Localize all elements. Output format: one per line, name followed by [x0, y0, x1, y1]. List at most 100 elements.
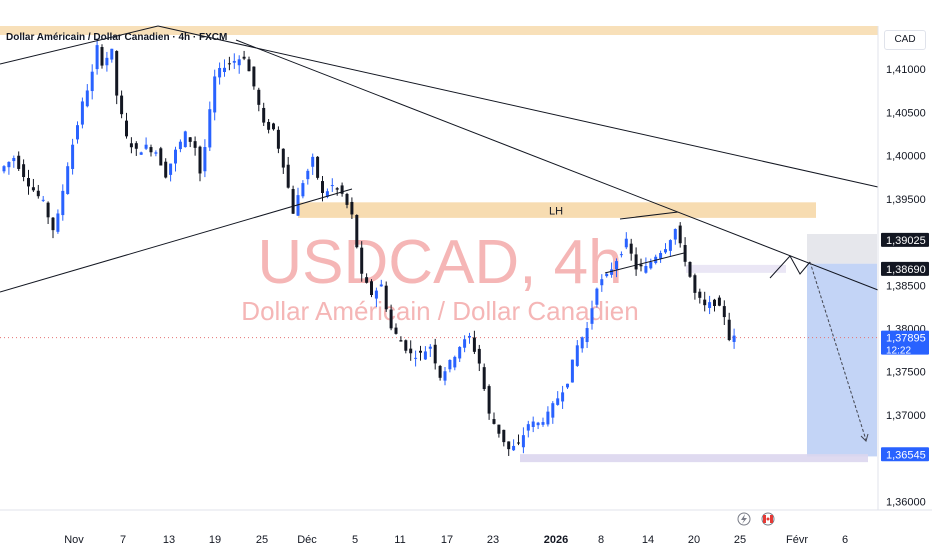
trendline-left-up — [0, 25, 159, 65]
candle-body — [428, 346, 432, 349]
currency-selector[interactable]: CAD — [884, 30, 926, 50]
candle-body — [321, 181, 324, 193]
candle-body — [66, 166, 70, 194]
candle-body — [174, 149, 177, 164]
price-axis[interactable]: 1,410001,405001,400001,395001,385001,380… — [877, 26, 929, 510]
target-zone — [807, 263, 877, 457]
candle-body — [468, 335, 471, 338]
projection-arrow — [809, 261, 867, 441]
candle-body — [247, 59, 251, 72]
candle-body — [595, 288, 599, 305]
candle-body — [257, 89, 261, 105]
time-tick-label: 20 — [688, 534, 700, 546]
candle-body — [164, 161, 168, 178]
candle-body — [487, 386, 491, 414]
candle-body — [46, 202, 50, 218]
candle-body — [95, 45, 99, 70]
candle-body — [80, 101, 84, 125]
candle-body — [575, 345, 579, 366]
time-tick-label: 17 — [441, 534, 453, 546]
candle-body — [370, 281, 373, 296]
candle-body — [517, 442, 520, 444]
candle-body — [639, 264, 643, 267]
candle-body — [585, 328, 589, 343]
candle-body — [31, 187, 35, 191]
candle-body — [389, 309, 393, 329]
candle-body — [502, 429, 506, 443]
candle-body — [178, 141, 182, 150]
candle-body — [619, 254, 623, 256]
candle-body — [698, 291, 702, 298]
candle-body — [404, 340, 408, 351]
candle-body — [629, 243, 633, 254]
candle-body — [727, 319, 731, 340]
time-tick-label: 13 — [163, 534, 175, 546]
price-tick-label: 1,37000 — [886, 410, 926, 422]
candle-body — [580, 337, 584, 349]
candle-body — [213, 76, 217, 113]
candle-body — [237, 59, 241, 66]
candle-body — [36, 190, 40, 197]
candle-body — [551, 403, 555, 418]
time-tick-label: 14 — [642, 534, 654, 546]
candle-body — [482, 367, 486, 390]
trendline-rising — [0, 188, 353, 293]
candle-body — [693, 275, 697, 293]
watermark: USDCAD, 4h Dollar Américain / Dollar Can… — [241, 228, 638, 326]
candle-body — [242, 56, 246, 59]
price-level-badge — [881, 261, 929, 276]
lh-zone — [298, 202, 816, 218]
candle-body — [335, 188, 339, 190]
candle-body — [316, 156, 320, 178]
time-tick-label: 11 — [394, 534, 405, 546]
candle-body — [296, 195, 300, 216]
candle-body — [423, 351, 427, 360]
candle-body — [615, 261, 618, 270]
time-axis[interactable]: Nov 7 13 19 25 Déc 5 11 17 23 2026 8 14 20 25 Févr 6 — [0, 509, 932, 546]
candle-body — [433, 344, 437, 364]
candle-body — [458, 346, 462, 359]
wedge-bottom — [604, 252, 685, 274]
candle-body — [355, 215, 359, 248]
candle-body — [419, 350, 422, 353]
resistance-small-zone — [686, 264, 786, 273]
candle-body — [7, 161, 11, 168]
candle-body — [41, 199, 45, 201]
candle-body — [311, 156, 315, 167]
candle-body — [703, 299, 707, 306]
candle-body — [492, 419, 496, 424]
watermark-symbol: USDCAD, 4h — [257, 228, 622, 297]
candle-body — [2, 166, 6, 172]
candle-body — [262, 107, 266, 123]
candle-body — [340, 185, 344, 194]
candle-body — [134, 143, 138, 149]
candle-body — [110, 48, 114, 60]
candle-body — [115, 51, 119, 96]
candle-body — [203, 147, 207, 172]
candle-body — [732, 335, 736, 342]
candle-body — [384, 285, 388, 310]
candle-body — [673, 229, 677, 240]
drawings-layer — [0, 25, 879, 442]
candle-body — [76, 125, 79, 140]
candle-body — [497, 424, 501, 434]
candle-body — [183, 131, 187, 148]
candle-body — [227, 63, 231, 65]
candle-body — [208, 109, 212, 148]
time-tick-label: Févr — [786, 534, 808, 546]
candle-body — [51, 217, 55, 231]
candle-body — [536, 422, 540, 426]
candle-body — [223, 67, 226, 72]
candle-body — [27, 178, 30, 187]
candle-body — [521, 435, 525, 448]
candle-body — [644, 266, 648, 273]
candle-body — [120, 95, 124, 115]
lh-label: LH — [549, 205, 563, 217]
candle-body — [252, 66, 256, 87]
time-tick-label: 5 — [352, 534, 358, 546]
candle-body — [570, 359, 574, 383]
candle-body — [463, 339, 467, 348]
candle-body — [345, 193, 349, 205]
candle-body — [414, 357, 418, 359]
